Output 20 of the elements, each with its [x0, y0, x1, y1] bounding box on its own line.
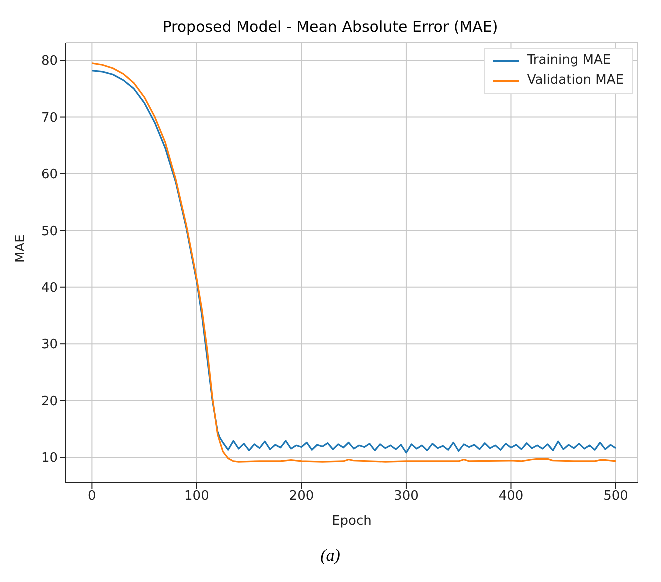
x-tick-label: 200	[289, 489, 314, 504]
legend-label: Training MAE	[527, 52, 612, 70]
legend-label: Validation MAE	[527, 72, 624, 90]
x-tick-label: 0	[88, 489, 96, 504]
x-tick-label: 500	[604, 489, 628, 504]
chart-title: Proposed Model - Mean Absolute Error (MAE)	[162, 18, 500, 36]
y-tick-label: 20	[41, 394, 58, 410]
y-tick-label: 80	[41, 54, 58, 70]
x-tick-label: 400	[498, 489, 524, 504]
y-tick-label: 10	[41, 451, 58, 466]
y-tick-label: 60	[41, 168, 58, 183]
text: (a)	[320, 546, 340, 565]
y-tick-label: 50	[41, 224, 58, 240]
y-tick-label: 40	[41, 280, 58, 296]
x-tick-label: 300	[394, 489, 419, 504]
x-tick-label: 100	[184, 489, 210, 504]
y-tick-label: 70	[41, 110, 58, 126]
y-axis-title: MAE	[14, 234, 29, 263]
x-axis-title: Epoch	[332, 514, 372, 529]
y-tick-label: 30	[41, 338, 58, 353]
